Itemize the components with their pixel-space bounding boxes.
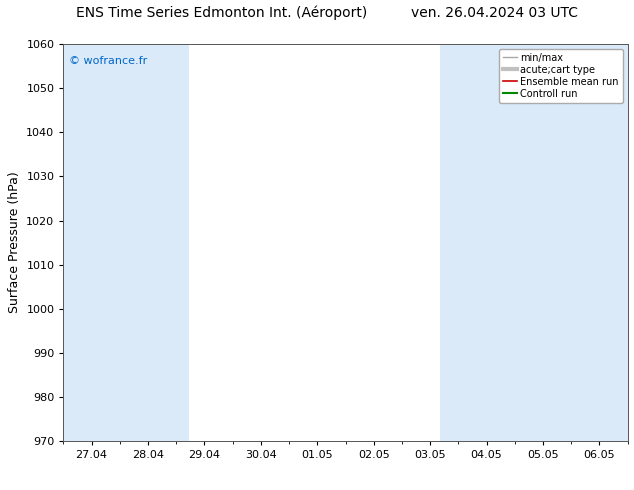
Text: ven. 26.04.2024 03 UTC: ven. 26.04.2024 03 UTC <box>411 5 578 20</box>
Text: © wofrance.fr: © wofrance.fr <box>69 56 147 66</box>
Y-axis label: Surface Pressure (hPa): Surface Pressure (hPa) <box>8 172 21 314</box>
Bar <box>63 44 126 441</box>
Bar <box>502 44 565 441</box>
Legend: min/max, acute;cart type, Ensemble mean run, Controll run: min/max, acute;cart type, Ensemble mean … <box>499 49 623 102</box>
Bar <box>440 44 502 441</box>
Bar <box>126 44 189 441</box>
Text: ENS Time Series Edmonton Int. (Aéroport): ENS Time Series Edmonton Int. (Aéroport) <box>76 5 368 20</box>
Bar <box>565 44 628 441</box>
